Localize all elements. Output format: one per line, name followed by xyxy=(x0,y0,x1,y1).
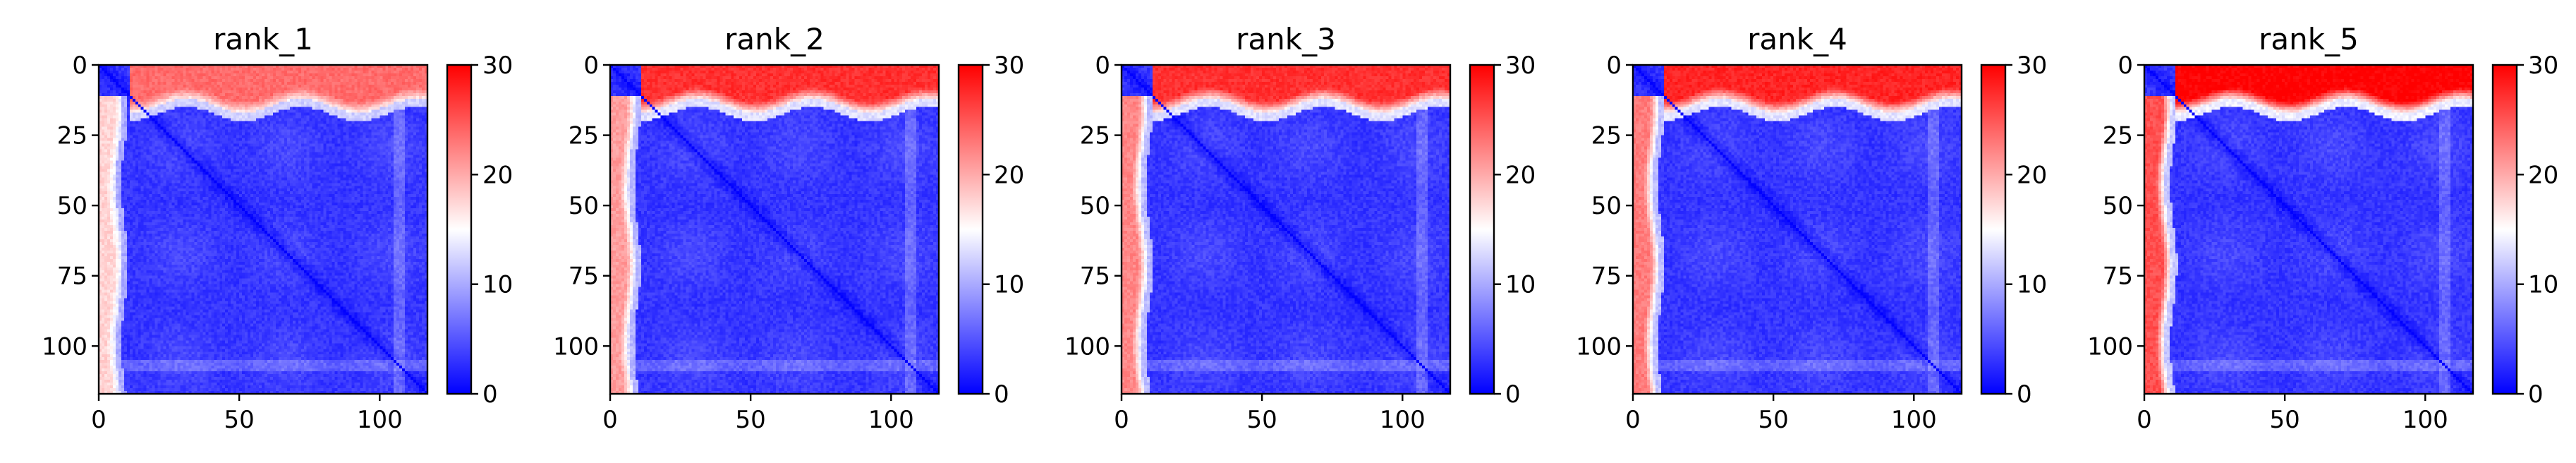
colorbar-tick-label: 20 xyxy=(482,161,513,189)
colorbar xyxy=(447,65,471,394)
x-tick-label: 0 xyxy=(1625,406,1641,434)
panel-rank_1: rank_1 0 25 50 75 100 0 50 100 0 10 20 30 xyxy=(42,22,513,434)
x-tick-label: 50 xyxy=(1758,406,1789,434)
colorbar-tick-label: 10 xyxy=(2017,271,2047,299)
colorbar-tick-label: 30 xyxy=(482,52,513,80)
colorbar-tick-label: 20 xyxy=(2528,161,2558,189)
colorbar-tick-label: 30 xyxy=(2528,52,2558,80)
y-tick-label: 50 xyxy=(2103,192,2133,220)
heatmap-image xyxy=(610,65,939,394)
y-tick-label: 25 xyxy=(1591,122,1622,150)
x-tick-label: 100 xyxy=(1380,406,1426,434)
colorbar-tick-label: 0 xyxy=(2528,380,2544,409)
panel-rank_5: rank_5 0 25 50 75 100 0 50 100 0 10 20 30 xyxy=(2087,22,2558,434)
heatmap-image xyxy=(1633,65,1962,394)
plot-frame xyxy=(97,64,429,395)
plot-frame xyxy=(609,64,940,395)
panel-rank_2: rank_2 0 25 50 75 100 0 50 100 0 10 20 30 xyxy=(553,22,1024,434)
panel-title: rank_2 xyxy=(724,22,825,56)
panel-rank_3: rank_3 0 25 50 75 100 0 50 100 0 10 20 30 xyxy=(1064,22,1536,434)
x-tick-label: 100 xyxy=(868,406,914,434)
colorbar-tick-label: 20 xyxy=(2017,161,2047,189)
y-tick-label: 0 xyxy=(72,52,87,80)
colorbar-tick-label: 10 xyxy=(1505,271,1536,299)
y-tick-label: 50 xyxy=(1080,192,1110,220)
y-tick-label: 100 xyxy=(1576,332,1622,361)
x-tick-label: 0 xyxy=(91,406,107,434)
y-tick-label: 100 xyxy=(553,332,599,361)
colorbar-tick-label: 20 xyxy=(994,161,1024,189)
x-tick-label: 50 xyxy=(2270,406,2300,434)
heatmap-image xyxy=(2144,65,2473,394)
plot-frame xyxy=(1120,64,1452,395)
colorbar-frame xyxy=(1980,64,2007,395)
colorbar-tick-label: 20 xyxy=(1505,161,1536,189)
colorbar-frame xyxy=(957,64,984,395)
heatmap-image xyxy=(1122,65,1450,394)
colorbar-tick-label: 0 xyxy=(994,380,1009,409)
panel-title: rank_4 xyxy=(1747,22,1847,56)
y-tick-label: 0 xyxy=(1095,52,1110,80)
y-tick-label: 100 xyxy=(2087,332,2133,361)
y-tick-label: 75 xyxy=(569,263,599,291)
panel-title: rank_3 xyxy=(1236,22,1336,56)
x-tick-label: 50 xyxy=(224,406,255,434)
y-tick-label: 100 xyxy=(1064,332,1110,361)
y-tick-label: 75 xyxy=(2103,263,2133,291)
x-tick-label: 0 xyxy=(2137,406,2152,434)
x-tick-label: 100 xyxy=(1891,406,1937,434)
x-tick-label: 50 xyxy=(1247,406,1277,434)
y-tick-label: 100 xyxy=(42,332,87,361)
x-tick-label: 50 xyxy=(736,406,766,434)
y-tick-label: 50 xyxy=(1591,192,1622,220)
y-tick-label: 25 xyxy=(57,122,87,150)
colorbar-tick-label: 30 xyxy=(1505,52,1536,80)
y-tick-label: 50 xyxy=(569,192,599,220)
colorbar-tick-label: 0 xyxy=(482,380,498,409)
x-tick-label: 100 xyxy=(2402,406,2448,434)
colorbar-tick-label: 10 xyxy=(994,271,1024,299)
colorbar-tick-label: 10 xyxy=(482,271,513,299)
y-tick-label: 50 xyxy=(57,192,87,220)
plot-frame xyxy=(2143,64,2474,395)
x-tick-label: 0 xyxy=(1114,406,1129,434)
colorbar-tick-label: 10 xyxy=(2528,271,2558,299)
y-tick-label: 0 xyxy=(1606,52,1622,80)
plot-frame xyxy=(1632,64,1963,395)
colorbar-tick-label: 30 xyxy=(2017,52,2047,80)
colorbar-frame xyxy=(1469,64,1495,395)
colorbar-tick-label: 0 xyxy=(1505,380,1521,409)
y-tick-label: 25 xyxy=(1080,122,1110,150)
colorbar-frame xyxy=(446,64,473,395)
panel-title: rank_5 xyxy=(2259,22,2359,56)
colorbar xyxy=(1470,65,1494,394)
colorbar xyxy=(959,65,983,394)
colorbar-tick-label: 0 xyxy=(2017,380,2032,409)
panel-rank_4: rank_4 0 25 50 75 100 0 50 100 0 10 20 30 xyxy=(1576,22,2047,434)
x-tick-label: 100 xyxy=(357,406,403,434)
y-tick-label: 75 xyxy=(1591,263,1622,291)
y-tick-label: 0 xyxy=(2118,52,2133,80)
y-tick-label: 75 xyxy=(57,263,87,291)
panel-title: rank_1 xyxy=(213,22,313,56)
colorbar-tick-label: 30 xyxy=(994,52,1024,80)
colorbar xyxy=(1981,65,2005,394)
y-tick-label: 25 xyxy=(569,122,599,150)
y-tick-label: 0 xyxy=(583,52,599,80)
x-tick-label: 0 xyxy=(602,406,618,434)
heatmap-image xyxy=(99,65,427,394)
colorbar xyxy=(2493,65,2517,394)
y-tick-label: 75 xyxy=(1080,263,1110,291)
colorbar-frame xyxy=(2491,64,2518,395)
y-tick-label: 25 xyxy=(2103,122,2133,150)
